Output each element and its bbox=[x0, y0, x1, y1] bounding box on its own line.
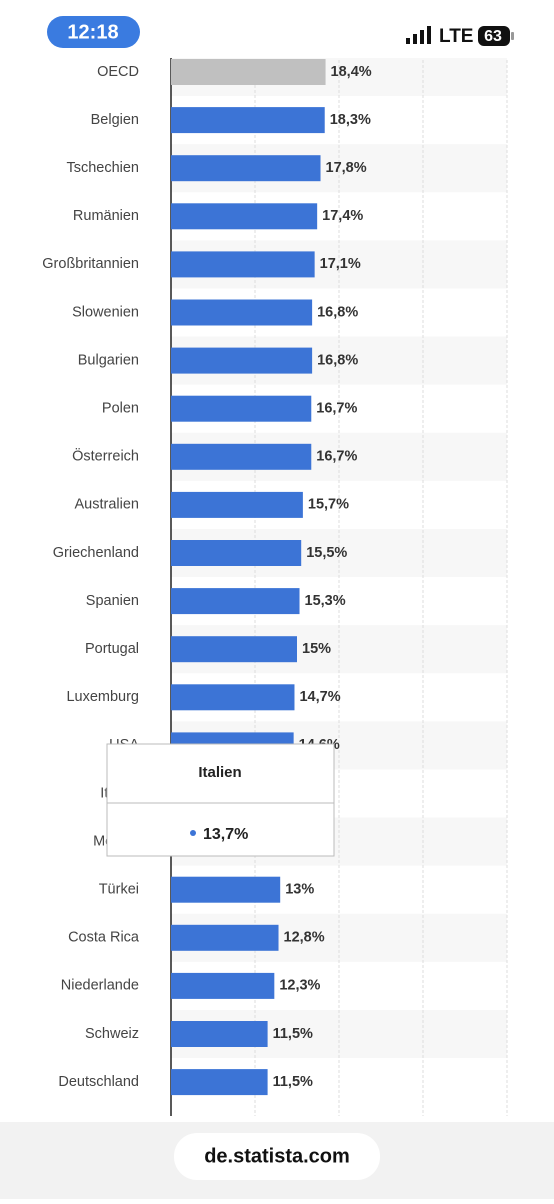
value-label: 18,3% bbox=[330, 112, 371, 128]
bar bbox=[171, 972, 275, 999]
signal bbox=[406, 38, 410, 44]
bar bbox=[171, 876, 281, 903]
bar bbox=[171, 588, 300, 615]
category-label: Costa Rica bbox=[68, 930, 140, 946]
category-label: Türkei bbox=[99, 882, 139, 898]
category-label: Australien bbox=[75, 497, 139, 513]
category-label: Niederlande bbox=[61, 978, 139, 994]
category-label: Slowenien bbox=[72, 304, 139, 320]
value-label: 14,7% bbox=[299, 689, 340, 705]
value-label: 18,4% bbox=[331, 64, 372, 80]
category-label: Bulgarien bbox=[78, 352, 139, 368]
url[interactable]: de.statista.com bbox=[204, 1145, 350, 1167]
value-label: 11,5% bbox=[273, 1026, 313, 1042]
battery-level: 63 bbox=[484, 28, 502, 45]
category-label: Griechenland bbox=[53, 545, 139, 561]
bar bbox=[171, 347, 313, 374]
value-label: 16,8% bbox=[317, 352, 358, 368]
bar bbox=[171, 107, 325, 134]
battery bbox=[478, 26, 510, 46]
category-label: Deutschland bbox=[58, 1074, 139, 1090]
value-label: 15,7% bbox=[308, 497, 349, 513]
tooltip-title: Italien bbox=[198, 764, 241, 781]
bar bbox=[171, 443, 312, 470]
value-label: 15,5% bbox=[306, 545, 347, 561]
category-label: OECD bbox=[97, 64, 139, 80]
value-label: 12,3% bbox=[279, 978, 320, 994]
tooltip-dot bbox=[190, 830, 196, 836]
value-label: 12,8% bbox=[284, 930, 325, 946]
value-label: 16,8% bbox=[317, 304, 358, 320]
category-label: Großbritannien bbox=[42, 256, 139, 272]
status-bar: 12:18 LTE 63 bbox=[0, 0, 554, 58]
value-label: 16,7% bbox=[316, 401, 357, 417]
signal bbox=[427, 26, 431, 44]
value-label: 15,3% bbox=[305, 593, 346, 609]
bar bbox=[171, 299, 313, 326]
category-label: Rumänien bbox=[73, 208, 139, 224]
value-label: 17,4% bbox=[322, 208, 363, 224]
bar bbox=[171, 395, 312, 422]
value-label: 17,1% bbox=[320, 256, 361, 272]
tooltip-box bbox=[106, 743, 335, 857]
bar bbox=[171, 203, 318, 230]
value-label: 17,8% bbox=[326, 160, 367, 176]
bar bbox=[171, 924, 279, 951]
plot: OECD 18,4% Belgien 18,3% Tschechien 17,8% Rumä… bbox=[42, 47, 508, 1116]
url-pill[interactable] bbox=[174, 1133, 380, 1180]
signal bbox=[420, 30, 424, 44]
category-label: Österreich bbox=[72, 447, 139, 465]
network: LTE bbox=[439, 26, 473, 47]
bar bbox=[171, 491, 303, 518]
signal bbox=[413, 34, 417, 44]
time-pill bbox=[47, 16, 140, 48]
bar bbox=[171, 155, 321, 182]
category-label: Schweiz bbox=[85, 1026, 139, 1042]
tooltip: Italien 13,7% bbox=[106, 743, 335, 857]
bar bbox=[171, 540, 302, 566]
bar bbox=[171, 1069, 268, 1096]
value-label: 15% bbox=[302, 641, 331, 657]
value-label: 13% bbox=[285, 882, 314, 898]
time: 12:18 bbox=[67, 21, 118, 43]
battery-tip bbox=[511, 32, 514, 40]
bar bbox=[171, 251, 315, 278]
value-label: 11,5% bbox=[273, 1074, 313, 1090]
category-label: Spanien bbox=[86, 593, 139, 609]
tooltip-value: 13,7% bbox=[203, 826, 248, 843]
category-label: Belgien bbox=[91, 112, 139, 128]
category-label: Portugal bbox=[85, 641, 139, 657]
category-label: Tschechien bbox=[66, 160, 139, 176]
category-label: Luxemburg bbox=[66, 689, 139, 705]
bar bbox=[171, 1021, 268, 1047]
category-label: Polen bbox=[102, 401, 139, 417]
bar bbox=[171, 636, 297, 663]
bar bbox=[171, 684, 295, 711]
bar bbox=[171, 59, 326, 85]
value-label: 16,7% bbox=[316, 449, 357, 465]
